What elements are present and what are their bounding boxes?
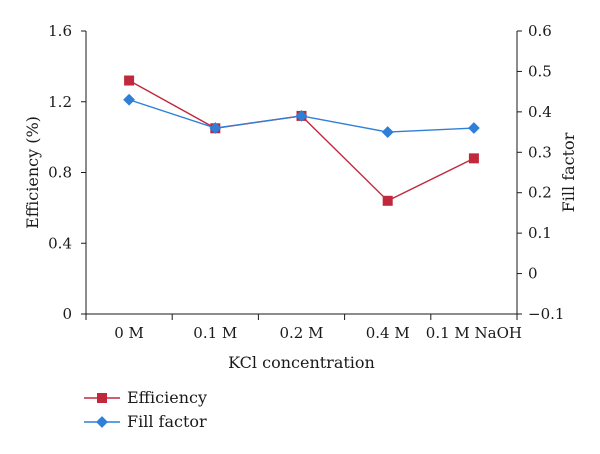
right-tick-label: 0.5 (528, 62, 552, 80)
series-layer (123, 75, 480, 206)
data-point (123, 93, 136, 106)
legend-entry: Fill factor (84, 412, 207, 431)
x-tick-label: 0.1 M NaOH (426, 324, 522, 342)
legend-label: Efficiency (127, 388, 207, 407)
data-point (209, 122, 222, 134)
right-tick-label: 0.3 (528, 143, 552, 161)
right-tick-label: 0 (528, 265, 538, 283)
left-tick-label: 0.4 (48, 234, 72, 252)
legend: Efficiency Fill factor (84, 388, 207, 431)
left-tick-label: 1.2 (48, 93, 72, 111)
right-tick-label: 0.2 (528, 184, 552, 202)
right-tick-label: 0.1 (528, 224, 552, 242)
right-tick-label: −0.1 (528, 305, 564, 323)
y-axis-title: Efficiency (%) (23, 116, 42, 229)
x-tick-label: 0.2 M (280, 324, 324, 342)
data-point (467, 122, 480, 134)
series-fill-factor (123, 93, 480, 138)
x-axis-title: KCl concentration (228, 353, 375, 372)
right-tick-label: 0.4 (528, 103, 552, 121)
right-y-ticks: −0.1 0 0.1 0.2 0.3 0.4 0.5 0.6 (517, 22, 564, 323)
left-tick-label: 0.8 (48, 164, 72, 182)
data-point (382, 195, 393, 206)
series-line (128, 79, 475, 202)
legend-entry: Efficiency (84, 388, 207, 407)
legend-diamond-marker (96, 416, 108, 428)
x-tick-label: 0 M (114, 324, 144, 342)
data-point (295, 109, 308, 122)
left-tick-label: 1.6 (48, 22, 72, 40)
x-tick-label: 0.1 M (193, 324, 237, 342)
left-tick-label: 0 (62, 305, 72, 323)
data-point (124, 75, 135, 86)
series-efficiency (124, 75, 479, 206)
x-ticks: 0 M 0.1 M 0.2 M 0.4 M 0.1 M NaOH (85, 314, 522, 342)
legend-label: Fill factor (127, 412, 207, 431)
y2-axis-title: Fill factor (559, 132, 578, 212)
plot-area: 0 0.4 0.8 1.2 1.6 −0.1 0 0.1 0.2 0.3 0.4 0.5 0.6 0 … (48, 22, 564, 342)
x-tick-label: 0.4 M (366, 324, 410, 342)
right-tick-label: 0.6 (528, 22, 552, 40)
legend-square-marker (97, 393, 107, 403)
data-point (468, 153, 479, 164)
left-y-ticks: 0 0.4 0.8 1.2 1.6 (48, 22, 86, 323)
data-point (381, 126, 394, 138)
